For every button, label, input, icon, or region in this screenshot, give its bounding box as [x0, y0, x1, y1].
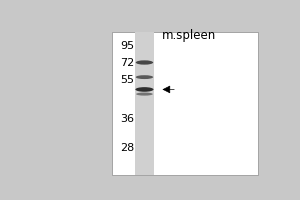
Bar	[135, 32, 154, 175]
Ellipse shape	[135, 87, 154, 92]
Text: 28: 28	[120, 143, 134, 153]
Bar	[112, 32, 258, 175]
Text: 95: 95	[120, 41, 134, 51]
Ellipse shape	[136, 75, 153, 79]
Ellipse shape	[136, 93, 153, 96]
Text: 36: 36	[120, 114, 134, 124]
Ellipse shape	[136, 60, 153, 65]
Text: 72: 72	[120, 58, 134, 68]
Text: 55: 55	[120, 75, 134, 85]
Text: m.spleen: m.spleen	[161, 29, 216, 42]
